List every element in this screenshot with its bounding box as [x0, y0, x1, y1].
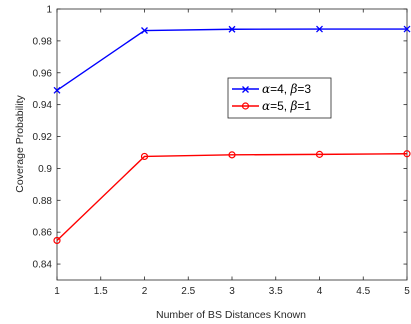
series-1-point	[316, 25, 323, 33]
legend-entry-1: α=4, β=3	[232, 82, 311, 96]
series-1-point	[53, 86, 61, 94]
y-tick-label: 0.98	[33, 36, 53, 47]
y-tick-label: 1	[46, 5, 52, 16]
legend-marker-1	[242, 86, 249, 93]
series-1-point	[141, 27, 148, 34]
series-2-point	[228, 151, 236, 159]
series-1-point	[403, 25, 411, 33]
series-2-point	[140, 152, 149, 161]
legend-entry-2: α=5, β=1	[232, 99, 311, 113]
x-tick-label: 3	[229, 286, 235, 297]
x-tick-label: 4	[317, 286, 323, 297]
legend-label-1: α=4, β=3	[262, 82, 311, 96]
series-2-point	[315, 150, 324, 158]
x-tick-label: 1	[54, 286, 60, 297]
legend-marker-2	[241, 102, 250, 110]
legend-label-2: α=5, β=1	[262, 99, 311, 113]
series-group	[53, 25, 411, 245]
y-tick-label: 0.84	[33, 260, 53, 271]
x-tick-label: 2	[142, 286, 148, 297]
y-tick-label: 0.94	[33, 100, 53, 111]
axis-ticks: 1 1.5 2 2.5 3 3.5 4 4.5 5 0.84 0.86 0.88 0.9 0.92 0.94…	[33, 5, 411, 298]
x-tick-label: 2.5	[181, 286, 195, 297]
legend: α=4, β=3 α=5, β=1	[227, 77, 332, 119]
y-tick-label: 0.88	[33, 196, 53, 207]
series-1-point	[228, 25, 236, 33]
y-tick-label: 0.86	[33, 228, 53, 239]
legend-box	[227, 77, 332, 119]
plot-frame	[56, 8, 408, 281]
x-axis-label: Number of BS Distances Known	[156, 309, 306, 321]
series-1	[53, 25, 411, 94]
y-tick-label: 0.92	[33, 132, 53, 143]
y-axis-label: Coverage Probability	[14, 95, 26, 193]
series-2-line	[56, 153, 408, 241]
series-2	[53, 150, 411, 245]
x-tick-label: 4.5	[356, 286, 370, 297]
x-tick-label: 1.5	[94, 286, 108, 297]
y-tick-label: 0.96	[33, 68, 53, 79]
plot-area	[56, 8, 408, 281]
x-tick-label: 3.5	[269, 286, 283, 297]
series-2-point	[403, 150, 411, 158]
x-tick-label: 5	[404, 286, 410, 297]
series-2-point	[53, 236, 61, 245]
y-tick-label: 0.9	[38, 164, 52, 175]
